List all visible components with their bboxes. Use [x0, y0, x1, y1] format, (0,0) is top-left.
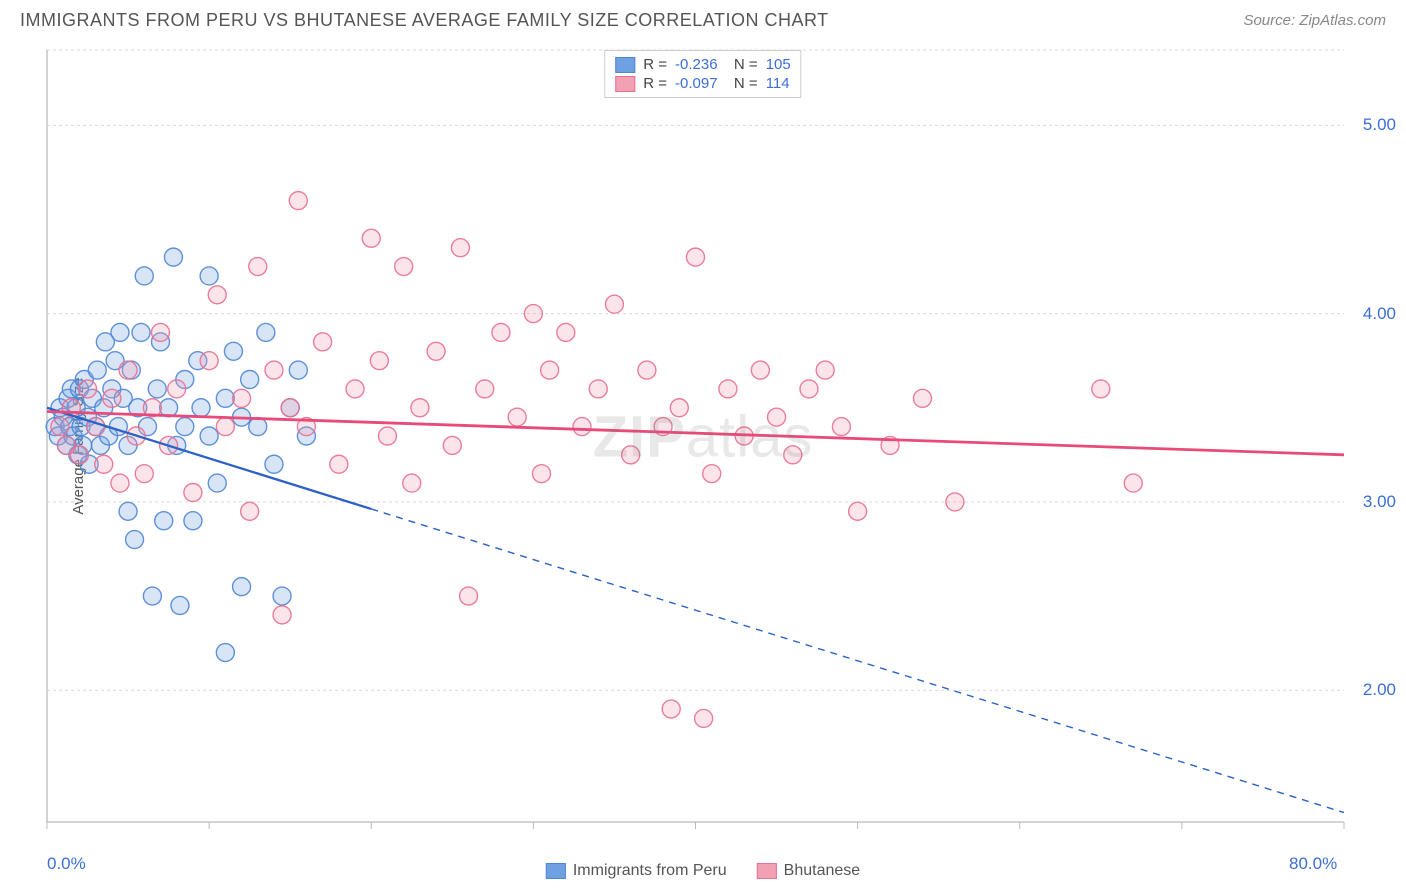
swatch-peru — [615, 57, 635, 73]
legend-r-label: R = — [643, 75, 667, 92]
x-tick-label: 0.0% — [47, 854, 86, 874]
legend-r-value-bhutanese: -0.097 — [675, 75, 718, 92]
chart-title: IMMIGRANTS FROM PERU VS BHUTANESE AVERAG… — [20, 10, 829, 31]
bottom-legend-label: Immigrants from Peru — [573, 862, 727, 880]
legend-row-bhutanese: R = -0.097 N = 114 — [615, 74, 790, 93]
legend-r-label: R = — [643, 56, 667, 73]
swatch-bhutanese — [757, 863, 777, 879]
y-tick-label: 4.00 — [1363, 304, 1396, 324]
bottom-legend: Immigrants from Peru Bhutanese — [546, 862, 860, 880]
bottom-legend-bhutanese: Bhutanese — [757, 862, 861, 880]
legend-r-value-peru: -0.236 — [675, 56, 718, 73]
scatter-chart — [45, 48, 1346, 842]
chart-area — [45, 48, 1346, 842]
legend-n-label: N = — [726, 56, 758, 73]
y-tick-label: 5.00 — [1363, 115, 1396, 135]
correlation-legend: R = -0.236 N = 105 R = -0.097 N = 114 — [604, 50, 801, 98]
bottom-legend-peru: Immigrants from Peru — [546, 862, 727, 880]
source-label: Source: ZipAtlas.com — [1243, 12, 1386, 29]
legend-n-value-bhutanese: 114 — [766, 75, 790, 92]
x-tick-label: 80.0% — [1289, 854, 1337, 874]
swatch-bhutanese — [615, 76, 635, 92]
bottom-legend-label: Bhutanese — [784, 862, 861, 880]
legend-n-value-peru: 105 — [766, 56, 791, 73]
y-tick-label: 2.00 — [1363, 680, 1396, 700]
legend-row-peru: R = -0.236 N = 105 — [615, 55, 790, 74]
y-tick-label: 3.00 — [1363, 492, 1396, 512]
swatch-peru — [546, 863, 566, 879]
legend-n-label: N = — [726, 75, 758, 92]
header: IMMIGRANTS FROM PERU VS BHUTANESE AVERAG… — [0, 0, 1406, 39]
